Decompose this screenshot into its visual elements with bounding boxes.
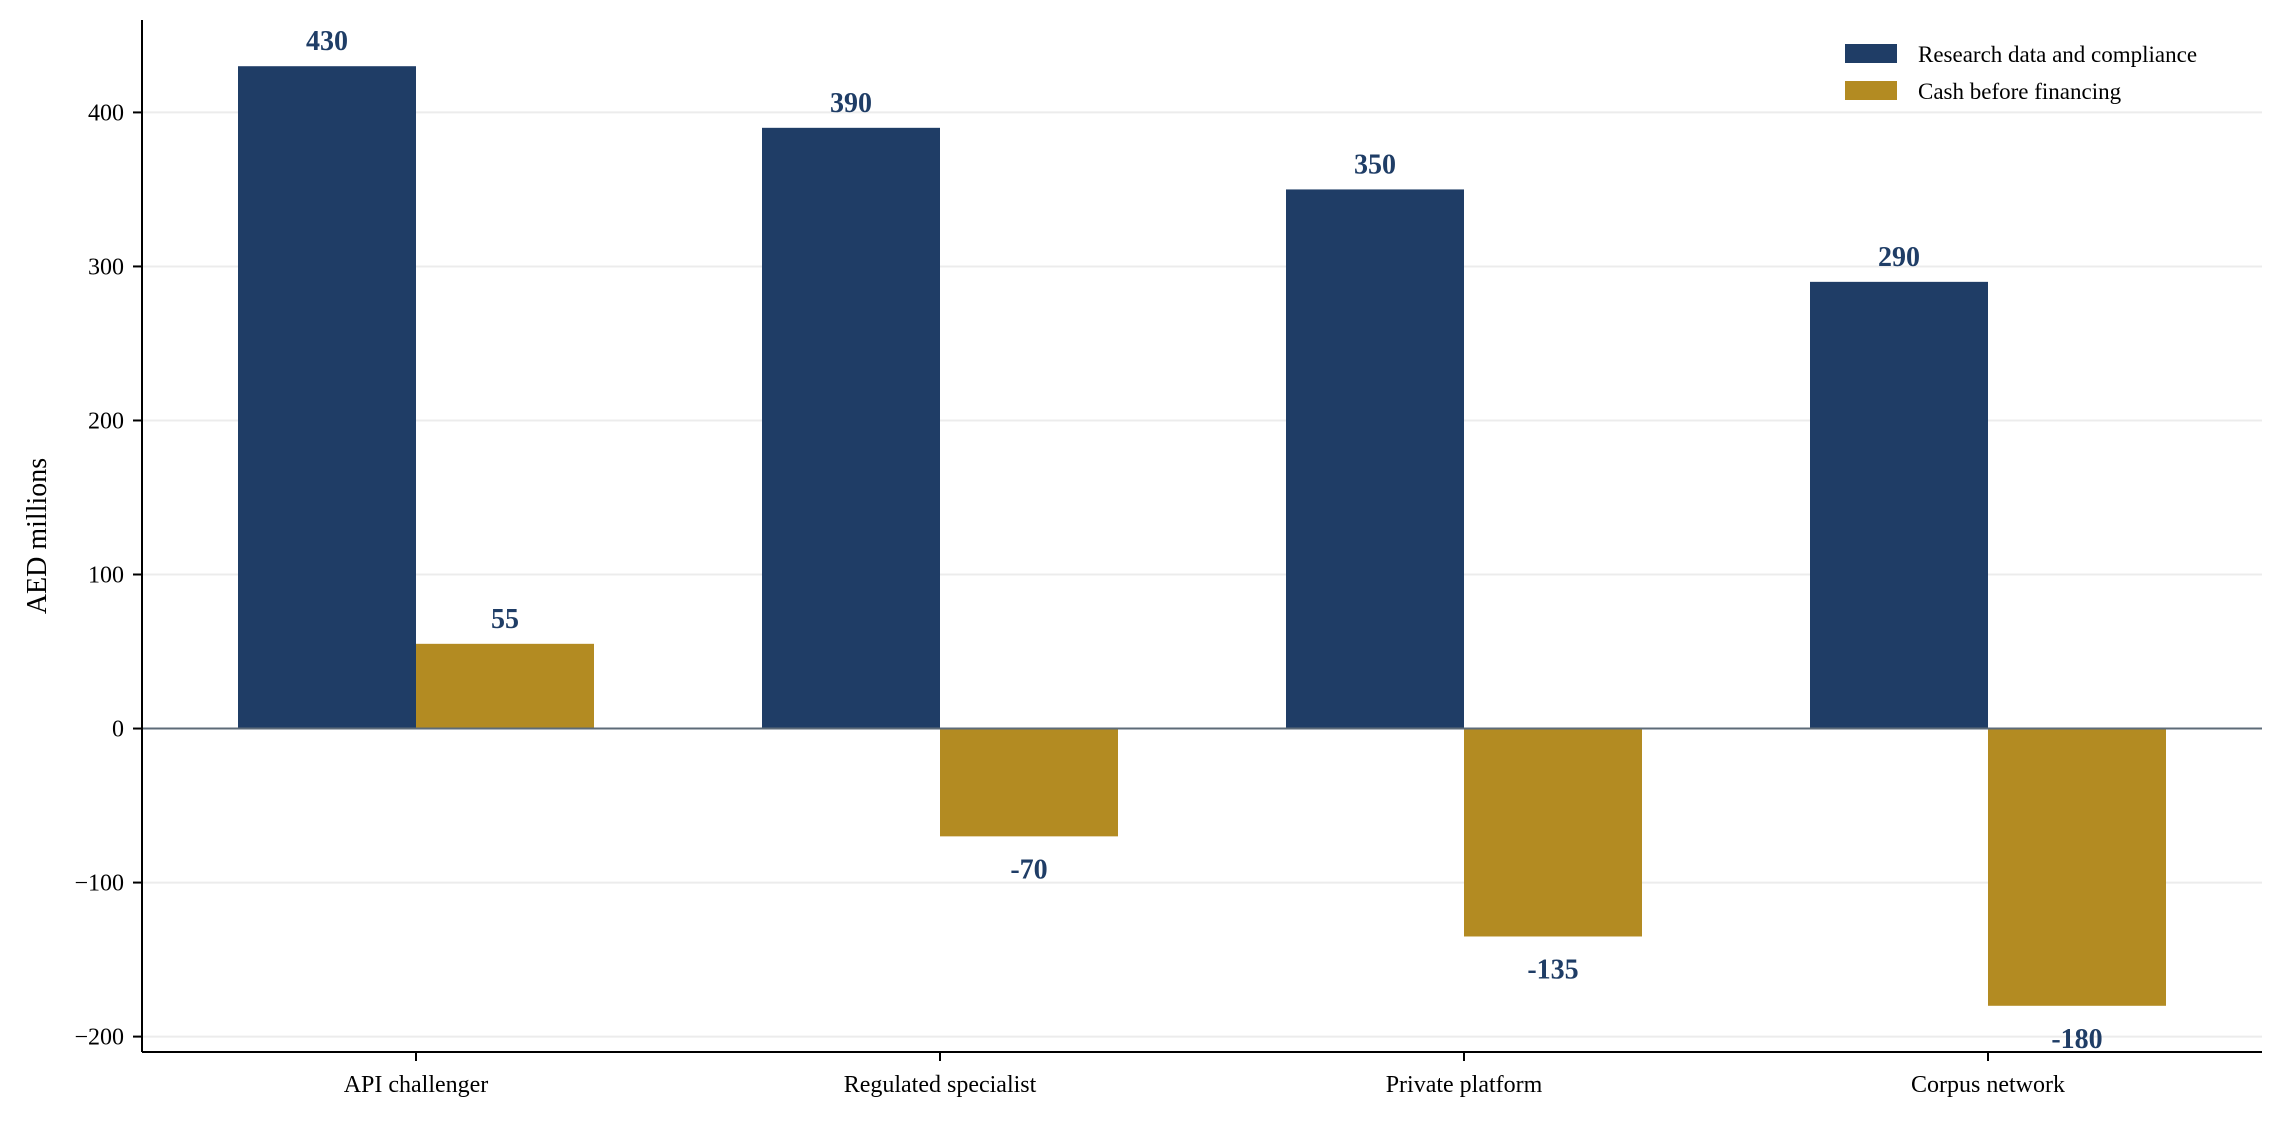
bar-research-0 [238,66,416,729]
bar-research-3 [1810,281,1988,729]
legend-entry: Cash before financing [1918,79,2122,104]
y-tick-label: 300 [88,254,124,280]
legend-swatch [1845,81,1897,100]
bars [238,66,2166,1006]
y-tick-label: 200 [88,408,124,434]
bar-cash-3 [1988,728,2166,1006]
data-label: 390 [830,88,872,119]
data-label: -135 [1527,954,1578,985]
y-tick-label: 100 [88,563,124,589]
legend-swatch [1845,44,1897,63]
data-label: -180 [2051,1024,2102,1055]
bar-cash-2 [1464,728,1642,937]
bar-cash-1 [940,728,1118,837]
x-tick-label: Private platform [1386,1072,1543,1098]
x-tick-label: Corpus network [1911,1072,2065,1098]
data-label: -70 [1010,854,1047,885]
grid-lines [142,111,2262,1038]
y-axis-ticks: −200 −100 0 100 200 300 400 [74,100,142,1051]
data-label: 290 [1878,242,1920,273]
y-tick-label: 400 [88,100,124,126]
y-tick-label: −200 [74,1025,124,1051]
y-axis-title: AED millions [22,458,53,614]
data-label: 55 [491,604,519,635]
data-label: 350 [1354,149,1396,180]
x-tick-label: Regulated specialist [844,1072,1037,1098]
bar-research-1 [762,127,940,729]
bar-cash-0 [416,643,594,729]
data-label: 430 [306,26,348,57]
x-axis-ticks: API challenger Regulated specialist Privat… [344,1052,2065,1098]
axes [141,20,2262,1053]
legend: Research data and compliance Cash before … [1845,42,2197,104]
y-tick-label: −100 [74,871,124,897]
data-labels: 430 390 350 290 55 -70 -135 -180 [306,26,2103,1055]
y-tick-label: 0 [112,717,124,743]
legend-entry: Research data and compliance [1918,42,2197,67]
bar-research-2 [1286,189,1464,729]
x-tick-label: API challenger [344,1072,489,1098]
